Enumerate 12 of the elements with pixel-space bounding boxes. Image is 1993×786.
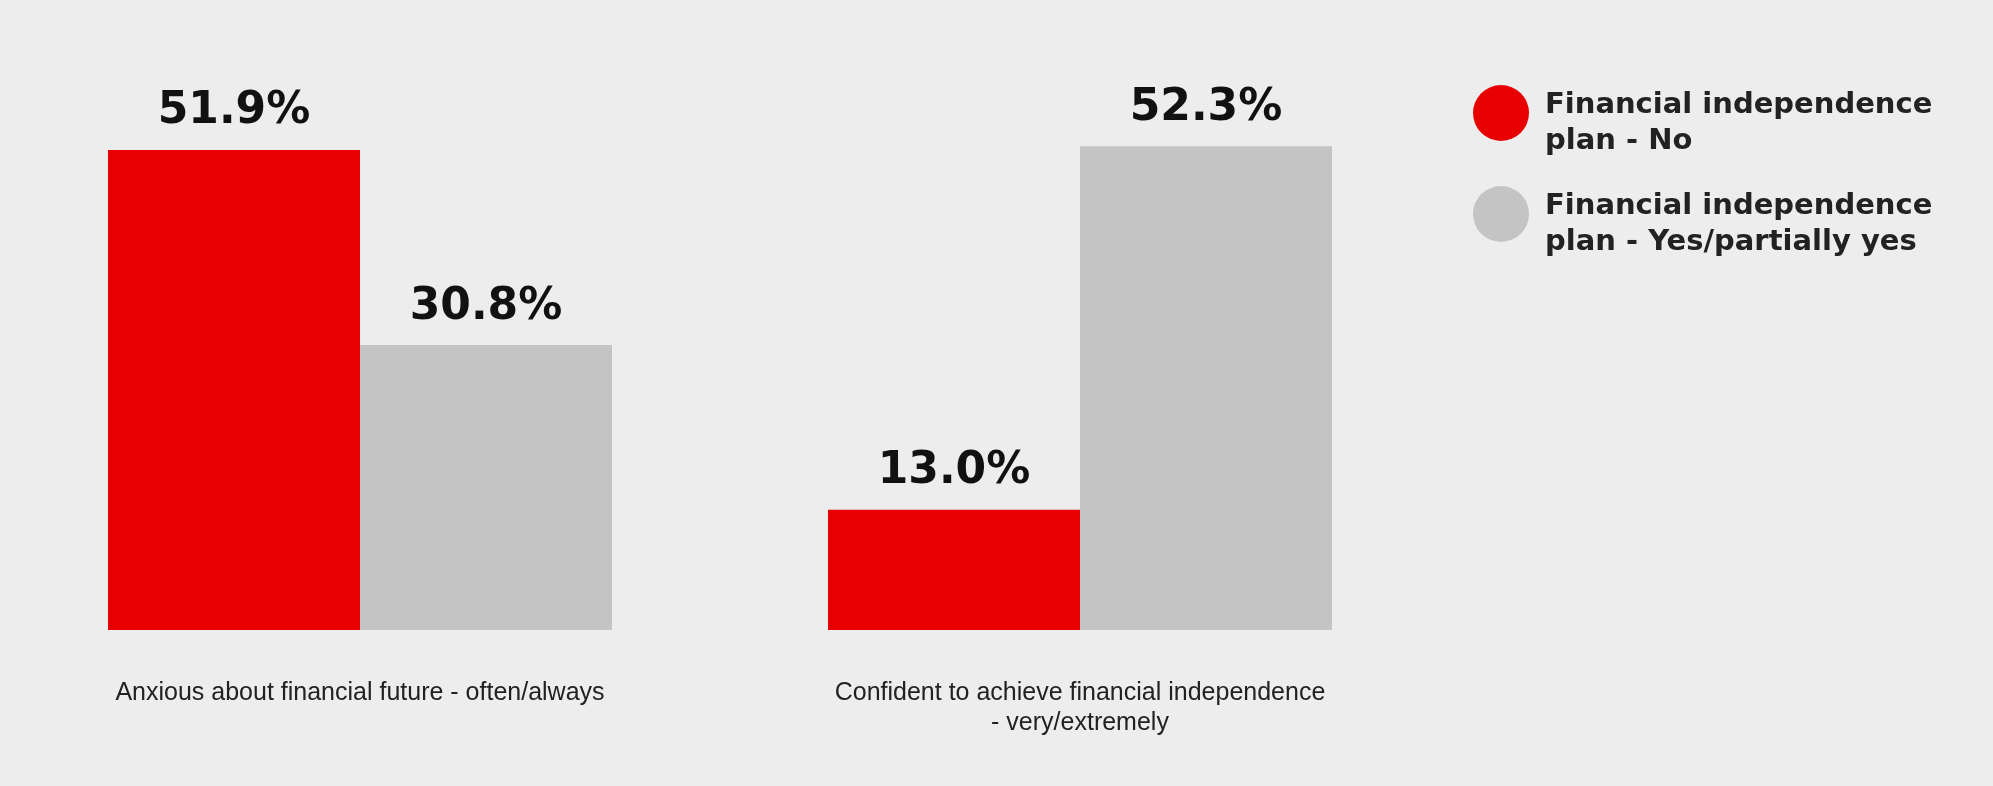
legend-label: Financial independence plan - No <box>1545 85 1934 158</box>
data-label: 52.3% <box>1129 78 1283 130</box>
x-tick-label: Anxious about financial future - often/always <box>115 676 605 705</box>
bar <box>108 149 360 630</box>
legend-label: Financial independence plan - Yes/partially yes <box>1545 185 1934 258</box>
data-label: 30.8% <box>409 277 563 329</box>
data-label: 13.0% <box>877 442 1031 494</box>
data-label: 51.9% <box>157 82 311 134</box>
x-tick-label: Confident to achieve financial independence - very/extremely <box>834 676 1326 735</box>
bar <box>828 509 1080 630</box>
bar <box>1080 146 1332 630</box>
bar <box>360 345 612 630</box>
